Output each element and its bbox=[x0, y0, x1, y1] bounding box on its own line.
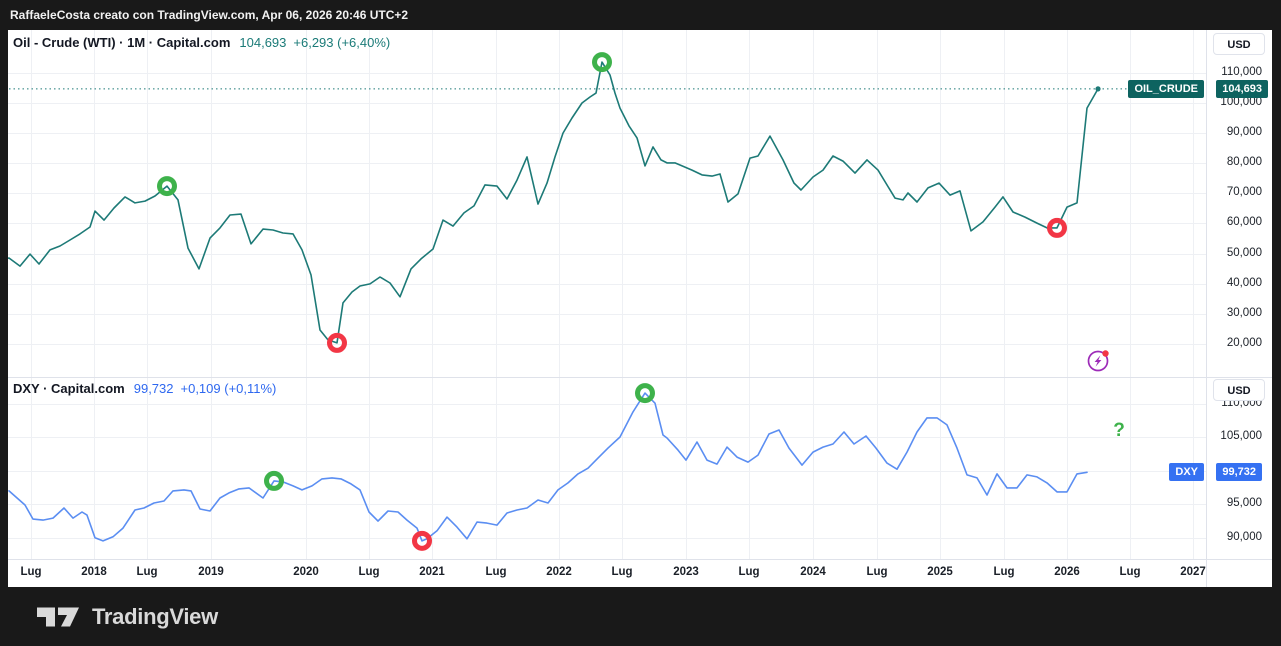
time-scale[interactable]: Lug 2018 Lug 2019 2020 Lug 2021 Lug 2022 Lug 2023 L… bbox=[0, 559, 1281, 587]
time-tick-label: 2022 bbox=[546, 566, 572, 578]
right-edge-strip bbox=[1272, 30, 1281, 587]
price-tick-label: 100,000 bbox=[1220, 96, 1262, 108]
entry-marker-icon[interactable] bbox=[157, 176, 177, 197]
exit-marker-icon[interactable] bbox=[1047, 217, 1067, 238]
price-tick-label: 105,000 bbox=[1220, 430, 1262, 442]
price-tick-label: 70,000 bbox=[1226, 186, 1262, 199]
entry-marker-icon[interactable] bbox=[635, 383, 655, 404]
tradingview-logo-icon[interactable] bbox=[37, 607, 81, 627]
dxy-symbol-title[interactable]: DXY · Capital.com bbox=[13, 381, 125, 396]
entry-marker-icon[interactable] bbox=[264, 470, 284, 491]
dxy-price-line[interactable] bbox=[8, 392, 1088, 542]
oil-symbol-price-tag: OIL_CRUDE bbox=[1128, 79, 1204, 98]
price-tick-label: 60,000 bbox=[1226, 216, 1262, 229]
oil-currency-button[interactable]: USD bbox=[1213, 33, 1265, 55]
dxy-pane-legend[interactable]: DXY · Capital.com 99,732 +0,109 (+0,11%) bbox=[13, 381, 276, 396]
time-tick-label: Lug bbox=[993, 566, 1015, 578]
time-tick-label: Lug bbox=[611, 566, 633, 578]
dxy-last-price: 99,732 bbox=[133, 381, 174, 396]
price-scale[interactable]: 110,000 100,000 90,000 80,000 70,000 60,000 50… bbox=[1206, 30, 1281, 559]
dxy-change: +0,109 (+0,11%) bbox=[180, 381, 277, 396]
oil-pane-legend[interactable]: Oil - Crude (WTI) · 1M · Capital.com 104,… bbox=[13, 35, 390, 50]
attribution-text: RaffaeleCosta creato con TradingView.com… bbox=[10, 8, 409, 22]
flash-news-icon[interactable] bbox=[1087, 350, 1109, 372]
time-tick-label: 2023 bbox=[673, 566, 699, 578]
price-tick-label: 40,000 bbox=[1226, 276, 1262, 289]
footer-bar: TradingView bbox=[0, 587, 1281, 646]
price-tick-label: 110,000 bbox=[1221, 65, 1262, 78]
attribution-bar: RaffaeleCosta creato con TradingView.com… bbox=[0, 0, 1281, 30]
price-tick-label: 95,000 bbox=[1226, 497, 1262, 509]
notification-dot-icon bbox=[1102, 350, 1109, 357]
lightning-bolt-icon bbox=[1094, 355, 1102, 367]
time-tick-label: 2024 bbox=[800, 566, 826, 578]
time-tick-label: Lug bbox=[136, 566, 158, 578]
price-tick-label: 90,000 bbox=[1226, 530, 1262, 543]
oil-change: +6,293 (+6,40%) bbox=[293, 35, 391, 50]
left-edge-strip bbox=[0, 30, 8, 587]
time-tick-label: 2025 bbox=[927, 566, 953, 578]
oil-last-price: 104,693 bbox=[239, 35, 287, 50]
time-tick-label: 2019 bbox=[198, 566, 224, 578]
oil-last-point-dot bbox=[1095, 86, 1101, 92]
oil-price-line[interactable] bbox=[0, 61, 1099, 344]
price-tick-label: 30,000 bbox=[1226, 306, 1262, 319]
time-tick-label: Lug bbox=[20, 566, 42, 578]
exit-marker-icon[interactable] bbox=[412, 530, 432, 551]
dxy-currency-button[interactable]: USD bbox=[1213, 379, 1265, 401]
entry-marker-icon[interactable] bbox=[592, 52, 612, 73]
question-mark-icon[interactable]: ? bbox=[1113, 420, 1125, 441]
dxy-symbol-price-tag: DXY bbox=[1169, 463, 1204, 482]
time-tick-label: 2027 bbox=[1180, 566, 1206, 578]
time-tick-label: Lug bbox=[738, 566, 760, 578]
time-tick-label: 2026 bbox=[1054, 566, 1080, 578]
price-tick-label: 50,000 bbox=[1226, 246, 1262, 259]
time-tick-label: 2021 bbox=[419, 566, 445, 578]
dxy-price-tag-value: 99,732 bbox=[1216, 463, 1262, 482]
tradingview-wordmark[interactable]: TradingView bbox=[92, 603, 218, 629]
oil-symbol-title[interactable]: Oil - Crude (WTI) · 1M · Capital.com bbox=[13, 35, 231, 50]
oil-price-tag-value: 104,693 bbox=[1216, 79, 1268, 98]
time-tick-label: Lug bbox=[1119, 566, 1141, 578]
time-tick-label: 2018 bbox=[81, 566, 107, 578]
price-tick-label: 80,000 bbox=[1226, 156, 1262, 169]
time-tick-label: 2020 bbox=[293, 566, 319, 578]
exit-marker-icon[interactable] bbox=[327, 332, 347, 353]
time-tick-label: Lug bbox=[358, 566, 380, 578]
price-tick-label: 90,000 bbox=[1226, 126, 1262, 139]
time-tick-label: Lug bbox=[485, 566, 507, 578]
time-tick-label: Lug bbox=[866, 566, 888, 578]
price-tick-label: 20,000 bbox=[1226, 336, 1262, 349]
